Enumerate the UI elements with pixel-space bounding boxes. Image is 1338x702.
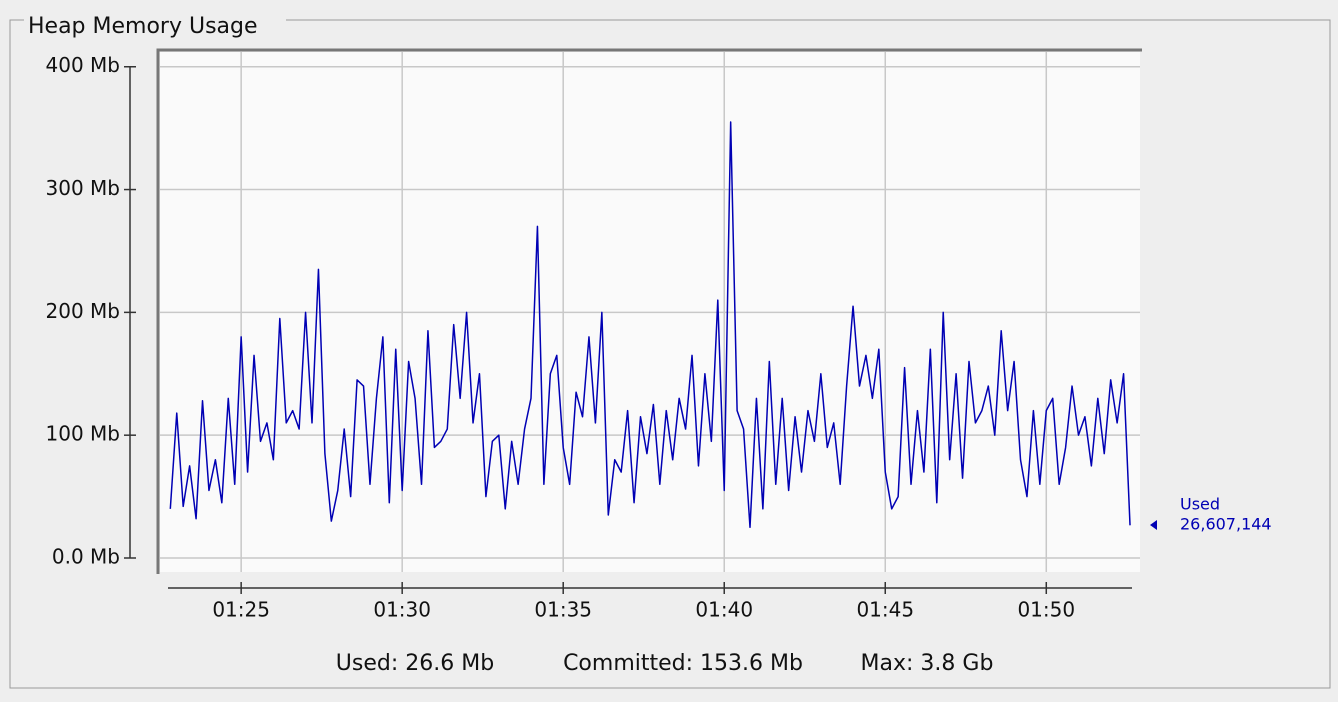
- group-border: [9, 19, 1331, 689]
- title-bg: [24, 12, 286, 40]
- footer-committed: Committed: 153.6 Mb: [563, 651, 803, 676]
- end-marker: [1150, 520, 1157, 530]
- y-tick-label: 400 Mb: [46, 53, 120, 77]
- series-line: [169, 121, 1131, 529]
- x-tick-label: 01:45: [856, 598, 914, 622]
- x-tick-label: 01:30: [373, 598, 431, 622]
- end-series-name: Used: [1180, 495, 1220, 514]
- x-tick-label: 01:25: [212, 598, 270, 622]
- plot-shadow: [156, 48, 1142, 574]
- x-tick-label: 01:40: [695, 598, 753, 622]
- y-tick-label: 100 Mb: [46, 422, 120, 446]
- chart-title: Heap Memory Usage: [28, 14, 258, 39]
- footer-max: Max: 3.8 Gb: [861, 651, 994, 676]
- y-tick-label: 200 Mb: [46, 299, 120, 323]
- x-tick-label: 01:50: [1017, 598, 1075, 622]
- end-value-label: 26,607,144: [1180, 515, 1272, 534]
- footer-used: Used: 26.6 Mb: [336, 651, 494, 676]
- x-tick-label: 01:35: [534, 598, 592, 622]
- y-tick-label: 300 Mb: [46, 176, 120, 200]
- y-tick-label: 0.0 Mb: [52, 544, 120, 568]
